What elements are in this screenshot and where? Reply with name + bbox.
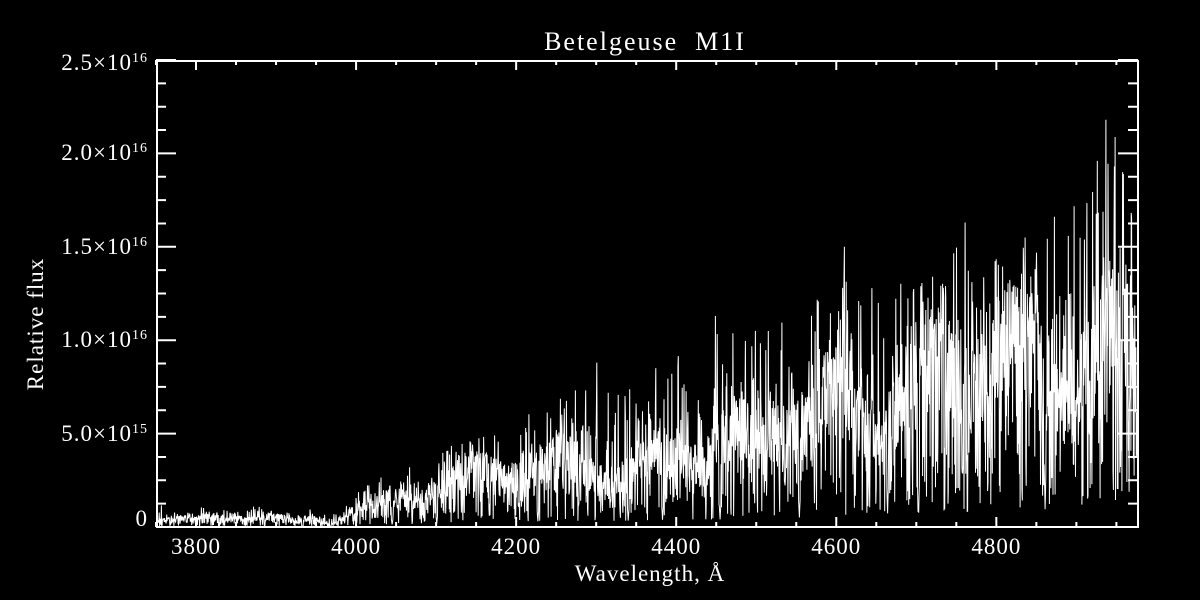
chart-title: Betelgeuse M1I bbox=[544, 27, 746, 56]
y-axis-label: Relative flux bbox=[23, 257, 48, 391]
y-tick-label: 1.0×1016 bbox=[61, 327, 148, 353]
spectrum-line bbox=[156, 119, 1139, 528]
y-tick-label: 2.5×1016 bbox=[61, 50, 148, 75]
x-tick-label: 4600 bbox=[811, 534, 862, 559]
y-tick-label: 0 bbox=[135, 506, 148, 531]
y-tick-label: 2.0×1016 bbox=[61, 140, 148, 166]
y-tick-label: 5.0×1015 bbox=[61, 420, 148, 446]
axis-major-ticks bbox=[156, 59, 1138, 528]
x-tick-label: 4400 bbox=[651, 534, 702, 559]
x-tick-label: 4800 bbox=[971, 534, 1022, 559]
x-tick-label: 3800 bbox=[171, 534, 222, 559]
y-tick-label: 1.5×1016 bbox=[61, 233, 148, 259]
x-axis-label: Wavelength, Å bbox=[574, 561, 726, 586]
axis-minor-ticks bbox=[155, 60, 1138, 527]
x-tick-label: 4200 bbox=[491, 534, 542, 559]
x-tick-label: 4000 bbox=[331, 534, 382, 559]
